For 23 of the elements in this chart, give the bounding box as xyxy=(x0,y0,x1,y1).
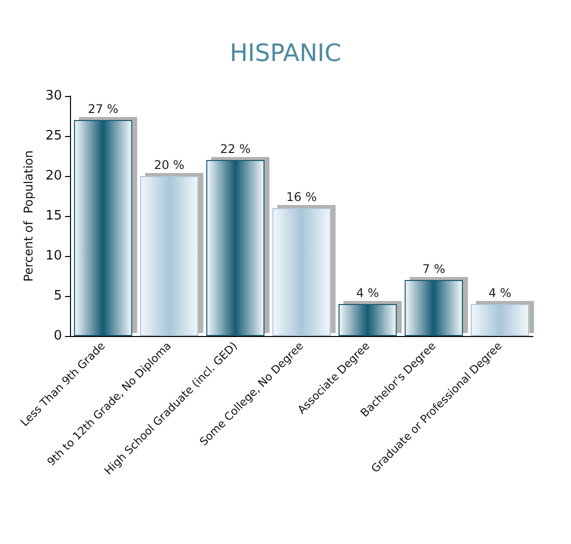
y-tick-label: 5 xyxy=(54,288,62,304)
data-label: 22 % xyxy=(220,142,251,156)
chart-title: HISPANIC xyxy=(230,39,342,67)
bar xyxy=(140,176,198,336)
data-label: 4 % xyxy=(488,286,512,300)
data-label: 7 % xyxy=(422,262,446,276)
data-label: 16 % xyxy=(286,190,317,204)
y-tick-label: 0 xyxy=(54,328,62,344)
y-tick-label: 15 xyxy=(45,208,62,224)
bar xyxy=(272,208,331,336)
bar xyxy=(338,304,397,336)
bar xyxy=(404,280,463,336)
y-tick-label: 20 xyxy=(45,168,62,184)
bar xyxy=(206,160,264,336)
bar xyxy=(74,120,132,336)
bar xyxy=(470,304,530,336)
y-axis-title: Percent of Population xyxy=(22,150,36,282)
y-tick-label: 30 xyxy=(45,88,62,104)
data-label: 4 % xyxy=(356,286,380,300)
data-label: 20 % xyxy=(154,158,184,172)
data-label: 27 % xyxy=(88,102,118,116)
y-tick-label: 25 xyxy=(45,128,62,144)
y-tick-label: 10 xyxy=(45,248,62,264)
